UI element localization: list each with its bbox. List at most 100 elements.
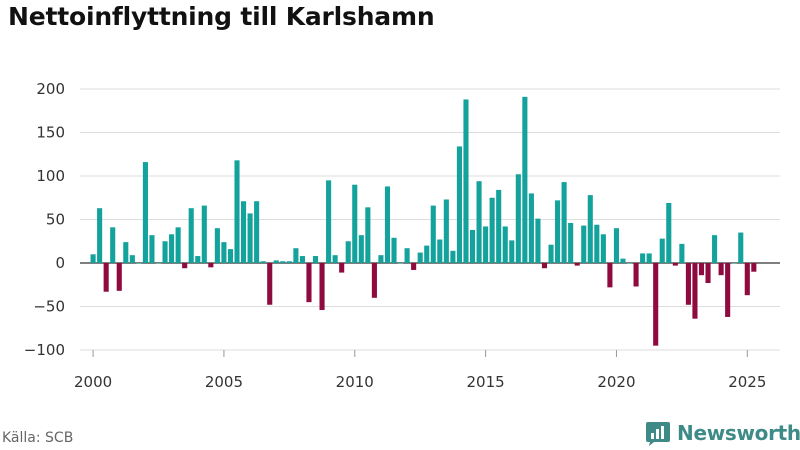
bar [738, 232, 744, 263]
x-tick-label: 2000 [74, 373, 112, 391]
bar [705, 263, 711, 284]
x-axis: 2000 2005 2010 2015 2020 2025 [74, 350, 766, 391]
bar [404, 248, 410, 263]
bar [731, 263, 737, 264]
bar [633, 263, 639, 287]
bar [607, 263, 613, 288]
x-tick-label: 2015 [467, 373, 505, 391]
bar [653, 263, 659, 346]
bar [522, 96, 528, 263]
bar [659, 238, 665, 263]
bar [587, 195, 593, 263]
bar [417, 252, 423, 263]
bar [469, 229, 476, 263]
bar [129, 255, 135, 263]
bar [384, 186, 391, 263]
bar [620, 258, 626, 263]
bar [293, 248, 299, 263]
bar [528, 193, 534, 263]
bar [443, 199, 449, 263]
bar [391, 237, 397, 263]
y-tick-label: −50 [33, 298, 65, 316]
bar [613, 228, 619, 263]
bar-chart-logo-icon [646, 422, 670, 446]
bar [103, 263, 109, 292]
bar [319, 263, 325, 310]
bar [509, 240, 515, 263]
bar [718, 263, 724, 276]
bar [640, 253, 646, 263]
bar [273, 260, 279, 263]
bar [548, 244, 554, 263]
bar [299, 256, 305, 263]
bar [646, 253, 652, 263]
bar [371, 263, 377, 298]
bar [685, 263, 691, 305]
bar [751, 263, 757, 272]
x-tick-label: 2025 [728, 373, 766, 391]
bar [502, 226, 508, 263]
bar [260, 261, 266, 263]
bar [110, 227, 116, 263]
bar [326, 180, 332, 263]
y-tick-label: 100 [36, 167, 65, 185]
bar [626, 263, 633, 264]
bar [456, 146, 462, 263]
bar [450, 250, 456, 263]
bar [561, 182, 567, 263]
bar [476, 181, 482, 263]
bar [247, 213, 253, 263]
bar [221, 242, 227, 263]
bar [483, 226, 489, 263]
bar [136, 263, 142, 264]
bar [692, 263, 698, 319]
bar [744, 263, 750, 296]
bar [208, 263, 214, 268]
bar [142, 162, 148, 263]
bar [496, 189, 502, 263]
bar [600, 234, 606, 263]
bar [515, 174, 521, 263]
y-tick-label: 50 [46, 211, 65, 229]
source-label: Källa: SCB [2, 430, 74, 446]
y-axis-labels: 200 150 100 50 0 −50 −100 [24, 80, 65, 359]
bar [254, 201, 260, 263]
bar [679, 243, 685, 263]
bar [666, 202, 672, 263]
bar [332, 255, 338, 263]
x-tick-label: 2010 [336, 373, 374, 391]
bar [424, 245, 430, 263]
bar [365, 207, 371, 263]
x-tick-label: 2020 [597, 373, 635, 391]
bar [188, 208, 194, 263]
bar [430, 205, 436, 263]
gridlines [80, 88, 780, 351]
bar [398, 263, 404, 264]
bar [698, 263, 705, 276]
y-tick-label: 0 [55, 254, 65, 272]
bar [123, 242, 129, 263]
bars [90, 96, 757, 346]
bar [175, 227, 181, 263]
bar [234, 160, 240, 263]
bar [378, 255, 384, 263]
x-tick-label: 2005 [205, 373, 243, 391]
bar [169, 234, 175, 263]
bar [339, 263, 345, 273]
bar [581, 225, 587, 263]
bar [725, 263, 731, 317]
bar [227, 249, 234, 263]
bar [672, 263, 678, 266]
bar [312, 256, 319, 263]
bar [541, 263, 548, 269]
brand-name: Newsworthy [677, 421, 800, 445]
y-tick-label: 200 [36, 80, 65, 98]
bar [155, 263, 162, 264]
bar [345, 241, 351, 263]
bar [286, 261, 292, 263]
bar [437, 239, 443, 263]
brand-logo: Newsworthy [645, 420, 800, 446]
bar [280, 261, 286, 263]
bar [352, 184, 358, 263]
